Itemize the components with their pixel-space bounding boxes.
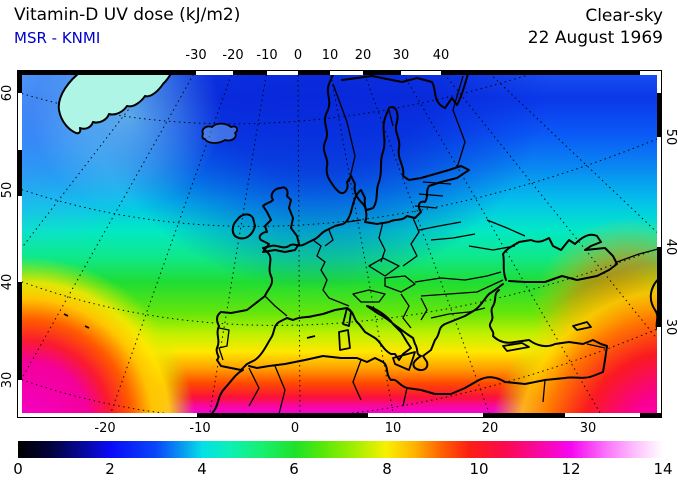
- axis-top-tick: -30: [185, 48, 207, 63]
- axis-left-tick: 40: [0, 273, 15, 291]
- europe-uv-map: [16, 24, 663, 420]
- iceland-coastline: [201, 122, 238, 144]
- axis-right-tick: 40: [663, 238, 678, 256]
- colorbar-tick: 2: [105, 460, 115, 478]
- page-title: Vitamin-D UV dose (kJ/m2): [14, 5, 241, 25]
- axis-right-tick: 50: [663, 128, 678, 146]
- axis-top-tick: 10: [321, 48, 339, 63]
- coastlines: [208, 69, 663, 419]
- colorbar-tick: 6: [289, 460, 299, 478]
- colorbar-tick: 4: [197, 460, 207, 478]
- axis-left-tick: 50: [0, 181, 15, 199]
- axis-top-tick: 0: [293, 48, 303, 63]
- axis-top-tick: 30: [392, 48, 410, 63]
- axis-top-tick: -20: [222, 48, 244, 63]
- map-frame: [17, 70, 662, 418]
- greenland-coastline: [57, 69, 174, 135]
- date-label: 22 August 1969: [527, 28, 663, 48]
- axis-bottom-tick: -20: [94, 421, 116, 436]
- crete: [502, 342, 530, 352]
- source-label: MSR - KNMI: [14, 29, 101, 47]
- balearics: [306, 335, 316, 339]
- map-canvas: [16, 24, 663, 420]
- axis-top-tick: 40: [432, 48, 450, 63]
- axis-bottom-tick: 0: [290, 421, 300, 436]
- sicily: [392, 351, 416, 371]
- axis-bottom-tick: 30: [579, 421, 597, 436]
- condition-date-block: Clear-sky 22 August 1969: [528, 5, 663, 49]
- axis-top-tick: 20: [354, 48, 372, 63]
- colorbar-gradient: [18, 441, 663, 458]
- axis-bottom-tick: -10: [189, 421, 211, 436]
- corsica: [342, 307, 352, 327]
- sardinia: [338, 329, 351, 351]
- graticule: [16, 24, 663, 420]
- colorbar-tick: 12: [561, 460, 581, 478]
- colorbar-tick: 14: [653, 460, 673, 478]
- colorbar-tick: 10: [469, 460, 489, 478]
- axis-right-tick: 30: [663, 318, 678, 336]
- colorbar-tick: 0: [13, 460, 23, 478]
- islands: [63, 307, 592, 371]
- cyprus: [572, 321, 592, 331]
- country-borders: [218, 75, 663, 415]
- axis-left-tick: 30: [0, 371, 15, 389]
- axis-top-tick: -10: [256, 48, 278, 63]
- condition-label: Clear-sky: [585, 6, 663, 26]
- axis-bottom-tick: 10: [384, 421, 402, 436]
- axis-bottom-tick: 20: [481, 421, 499, 436]
- axis-left-tick: 60: [0, 84, 15, 102]
- madeira: [63, 313, 90, 329]
- colorbar-tick: 8: [382, 460, 392, 478]
